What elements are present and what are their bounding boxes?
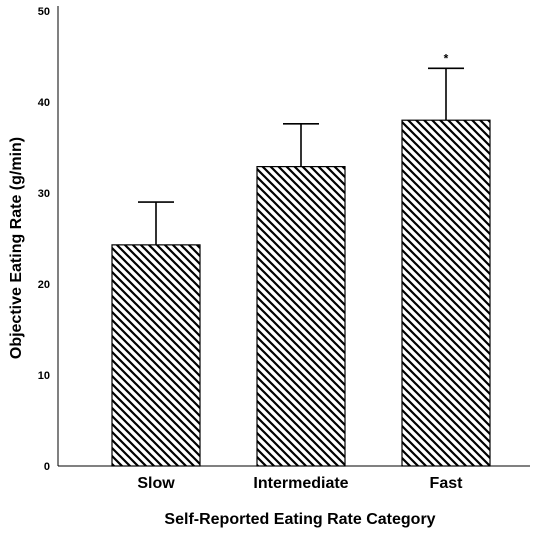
y-tick-label: 40 [38,97,50,109]
y-axis-title: Objective Eating Rate (g/min) [8,137,25,359]
y-tick-label: 10 [38,370,50,382]
x-tick-labels: Slow Intermediate Fast [137,475,463,492]
x-tick-label: Slow [137,475,175,492]
bar-slow [111,244,201,467]
y-tick-label: 0 [44,461,50,473]
y-tick-label: 50 [38,6,50,18]
bar-fast [401,119,491,467]
bar-intermediate [256,166,346,467]
y-ticks: 0 10 20 30 40 50 [38,6,50,473]
bars-layer [111,119,491,467]
y-tick-label: 30 [38,188,50,200]
error-bars-layer: * [138,51,464,245]
x-tick-label: Intermediate [253,475,348,492]
x-tick-label: Fast [430,475,464,492]
x-axis-title: Self-Reported Eating Rate Category [164,511,435,528]
y-tick-label: 20 [38,279,50,291]
significance-marker: * [444,51,449,65]
